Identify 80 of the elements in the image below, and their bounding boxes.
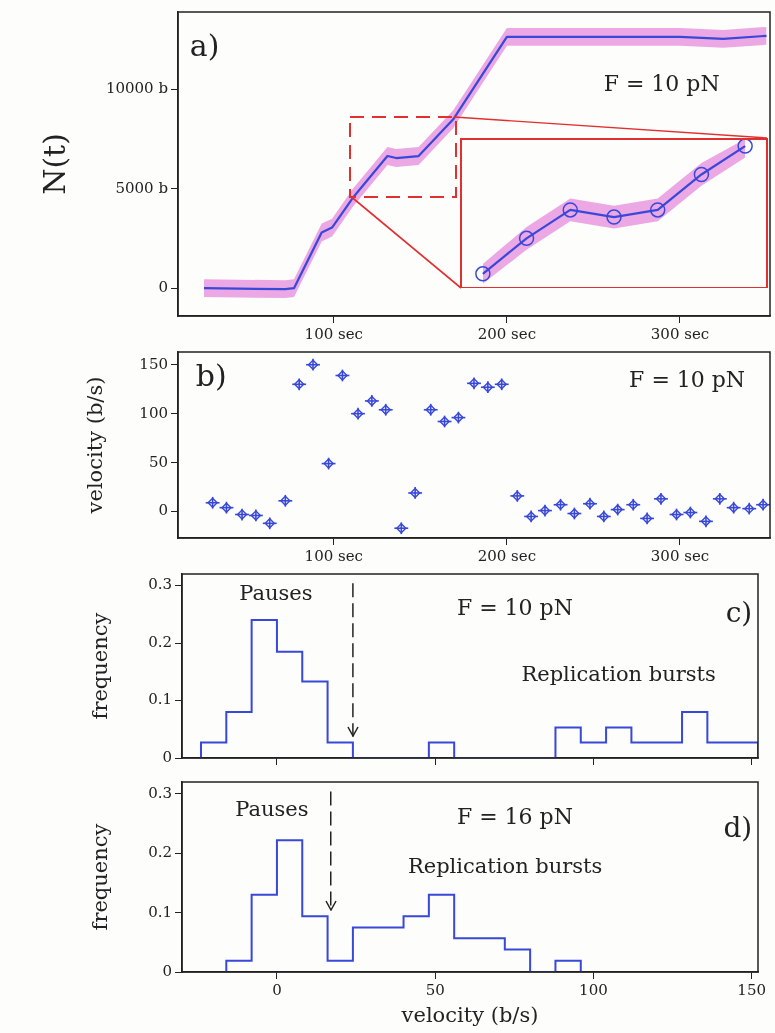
x-tick-label: 100 sec	[304, 546, 363, 565]
point	[396, 523, 407, 534]
point	[280, 495, 291, 506]
point	[293, 379, 305, 390]
x-tick-label: 300 sec	[650, 546, 710, 565]
point	[468, 378, 480, 389]
annotation: F = 16 pN	[456, 803, 573, 829]
y-tick-label: 0	[162, 961, 172, 980]
point	[584, 498, 596, 509]
x-tick-label: 100	[579, 980, 608, 999]
point	[264, 518, 275, 529]
point	[714, 493, 725, 505]
y-axis-title: frequency	[88, 823, 113, 931]
point	[352, 408, 364, 419]
point	[655, 493, 667, 505]
point	[380, 404, 391, 415]
y-tick-label: 0.2	[148, 843, 172, 862]
x-tick-label: 100 sec	[304, 324, 363, 343]
annotation: c)	[725, 595, 753, 629]
point	[453, 412, 464, 423]
point	[628, 499, 639, 510]
annotation: d)	[723, 810, 753, 844]
point	[337, 370, 348, 381]
point	[757, 499, 769, 510]
y-tick-label: 0	[158, 501, 168, 520]
y-tick-label: 0	[162, 747, 172, 766]
y-tick-label: 0.3	[148, 575, 172, 594]
point	[737, 138, 753, 154]
x-tick-label: 300 sec	[650, 324, 710, 343]
annotation: F = 10 pN	[456, 594, 573, 620]
point	[439, 416, 450, 427]
point	[606, 209, 622, 225]
annotation: F = 10 pN	[603, 70, 720, 96]
annotation: b)	[195, 357, 227, 393]
y-tick-label: 10000 b	[105, 79, 168, 98]
point	[512, 490, 523, 502]
y-axis-title: velocity (b/s)	[83, 376, 108, 515]
point	[425, 404, 436, 415]
point	[307, 359, 319, 370]
point	[525, 511, 537, 522]
point	[366, 395, 378, 407]
point	[475, 266, 491, 282]
point	[207, 497, 218, 508]
point	[569, 508, 580, 519]
annotation: Replication bursts	[407, 853, 603, 878]
y-tick-label: 100	[139, 403, 168, 422]
y-axis-title: frequency	[88, 612, 113, 720]
annotation: Replication bursts	[521, 661, 716, 686]
point	[221, 502, 232, 513]
y-tick-label: 0.2	[148, 632, 172, 651]
point	[518, 230, 535, 247]
y-tick-label: 0.3	[148, 783, 172, 802]
x-tick-label: 50	[425, 980, 445, 999]
point	[641, 513, 653, 524]
annotation: Pauses	[239, 580, 313, 605]
point	[700, 516, 712, 527]
y-tick-label: 0.1	[148, 690, 172, 709]
point	[612, 504, 623, 515]
y-tick-label: 150	[139, 354, 168, 373]
y-tick-label: 0.1	[148, 902, 172, 921]
y-tick-label: 50	[148, 452, 168, 471]
point	[539, 505, 551, 516]
annotation: Pauses	[235, 796, 309, 821]
x-tick-label: 150	[737, 980, 766, 999]
x-tick-label: 0	[272, 980, 282, 999]
point	[649, 202, 666, 218]
point	[323, 458, 334, 469]
y-tick-label: 5000 b	[115, 178, 168, 197]
x-tick-label: 200 sec	[477, 324, 537, 343]
point	[562, 202, 579, 218]
point	[555, 499, 566, 510]
point	[409, 487, 421, 499]
point	[693, 166, 710, 183]
y-axis-title: N(t)	[36, 133, 72, 195]
y-tick-label: 0	[158, 278, 168, 297]
annotation: a)	[189, 28, 220, 64]
x-axis-title: velocity (b/s)	[400, 1002, 539, 1027]
annotation: F = 10 pN	[629, 367, 746, 393]
point	[598, 511, 610, 522]
x-tick-label: 200 sec	[477, 546, 537, 565]
